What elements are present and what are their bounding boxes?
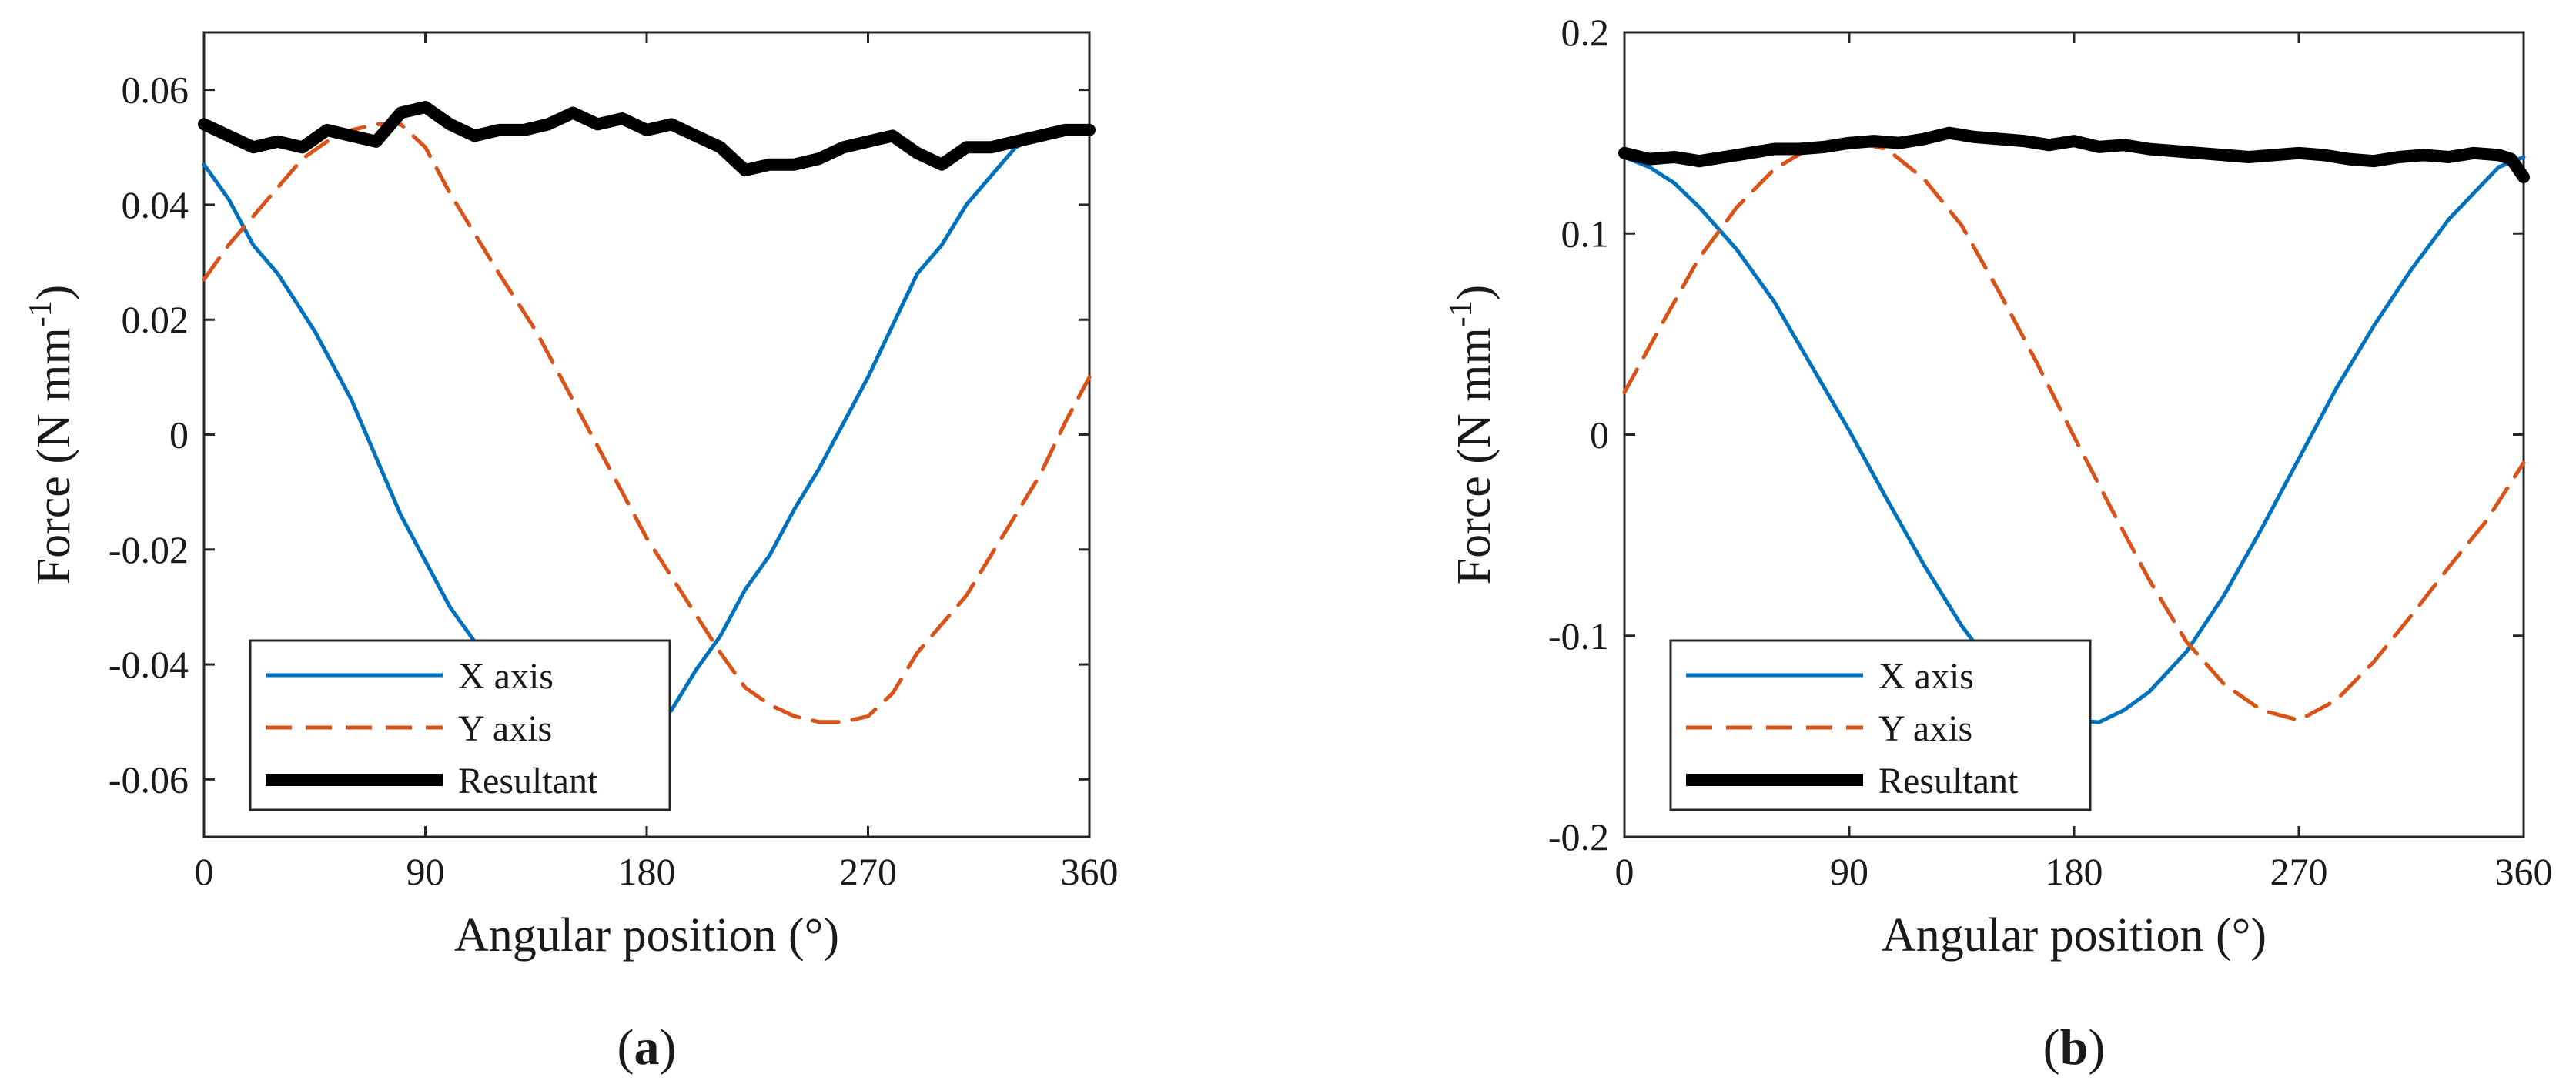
- y-axis-label-main: Force (N mm: [28, 327, 80, 584]
- y-tick-label: 0.02: [122, 298, 189, 341]
- y-axis-label: Force (N mm-1): [23, 285, 80, 585]
- x-axis-label: Angular position (°): [454, 909, 839, 962]
- series-line-y-axis: [1622, 139, 2526, 722]
- y-tick-label: 0.04: [122, 183, 189, 226]
- x-tick-label: 90: [1830, 850, 1868, 893]
- chart-panel-b: 0 90 180 270 360 -0.2 -0.1 0 0.1 0.2 Angular posit…: [1444, 11, 2553, 1076]
- y-axis-label: Force (N mm-1): [1444, 285, 1500, 585]
- x-tick-label: 360: [2495, 850, 2553, 893]
- y-axis-label-exponent: -1: [23, 300, 59, 327]
- y-tick-label: -0.04: [109, 643, 189, 686]
- legend-label: X axis: [458, 656, 554, 697]
- legend-label: Y axis: [458, 708, 552, 749]
- legend-label: X axis: [1878, 656, 1974, 697]
- y-tick-label: 0: [169, 413, 189, 457]
- y-axis-label-close: ): [28, 285, 80, 301]
- x-tick-label: 360: [1061, 850, 1119, 893]
- y-tick-label: 0: [1590, 413, 1609, 457]
- x-tick-label: 90: [406, 850, 445, 893]
- y-tick-label: 0.1: [1561, 212, 1610, 255]
- x-tick-label: 0: [1615, 850, 1634, 893]
- legend-label: Resultant: [1878, 761, 2019, 801]
- x-tick-label: 270: [2270, 850, 2328, 893]
- y-axis-label-main: Force (N mm: [1448, 327, 1500, 584]
- x-axis-label: Angular position (°): [1882, 909, 2267, 962]
- x-tick-label: 0: [195, 850, 214, 893]
- legend-label: Y axis: [1878, 708, 1972, 749]
- x-tick-label: 180: [2046, 850, 2103, 893]
- y-tick-label: 0.2: [1561, 11, 1610, 54]
- panel-caption-close: ): [660, 1019, 677, 1076]
- panel-caption-open: (: [2043, 1019, 2060, 1076]
- panel-caption-close: ): [2088, 1019, 2105, 1076]
- y-axis-label-exponent: -1: [1444, 300, 1479, 327]
- y-tick-label: -0.1: [1548, 614, 1609, 657]
- x-tick-label: 180: [618, 850, 676, 893]
- y-tick-label: -0.2: [1548, 815, 1609, 858]
- series-line-resultant: [1618, 126, 2530, 184]
- panel-caption: (b): [2043, 1019, 2106, 1076]
- legend-label: Resultant: [458, 761, 598, 801]
- y-axis-label-close: ): [1448, 285, 1500, 301]
- panel-caption-letter: b: [2060, 1019, 2089, 1076]
- panel-caption-open: (: [617, 1019, 634, 1076]
- panel-caption: (a): [617, 1019, 677, 1076]
- x-tick-label: 270: [839, 850, 897, 893]
- series-line-x-axis: [202, 128, 1092, 730]
- y-tick-label: -0.02: [109, 528, 189, 571]
- y-tick-label: 0.06: [122, 69, 189, 112]
- panel-caption-letter: a: [634, 1019, 660, 1076]
- y-tick-label: -0.06: [109, 758, 189, 801]
- series-line-resultant: [198, 101, 1096, 177]
- chart-panel-a: 0 90 180 270 360 -0.06 -0.04 -0.02 0 0.02 0.04 0.06…: [23, 31, 1119, 1076]
